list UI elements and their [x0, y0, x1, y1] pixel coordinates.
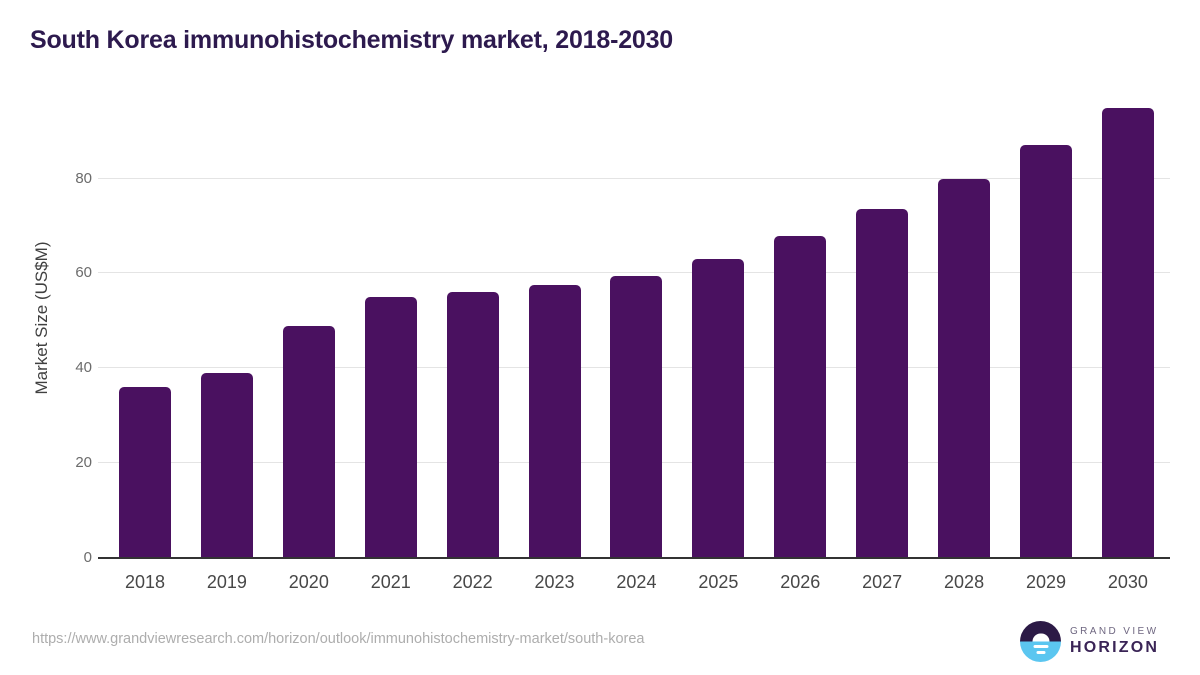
- x-tick-label: 2020: [288, 572, 329, 592]
- x-tick-label: 2029: [1025, 572, 1066, 592]
- x-tick-label: 2026: [780, 572, 821, 592]
- logo-text: GRAND VIEW HORIZON: [1070, 626, 1159, 657]
- x-tick-label: 2028: [944, 572, 985, 592]
- x-tick-label: 2019: [206, 572, 247, 592]
- x-axis-labels: 2018 2019 2020 2021 2022 2023 2024 2025 2026 2027…: [98, 572, 1170, 593]
- horizon-sunset-icon: [1020, 621, 1061, 662]
- y-tick-label: 20: [75, 454, 92, 472]
- bar-2018[interactable]: [119, 387, 171, 558]
- x-tick-label: 2022: [452, 572, 493, 592]
- gridline: [98, 177, 1170, 179]
- y-tick-label: 0: [83, 549, 92, 566]
- bar-2020[interactable]: [282, 325, 335, 558]
- x-tick-label: 2018: [124, 572, 166, 592]
- logo-horizon-text: HORIZON: [1070, 639, 1160, 656]
- y-axis-ticks: 0 20 40 60 80: [0, 98, 92, 566]
- y-tick-label: 80: [75, 169, 92, 187]
- reflection-stripe-icon: [1036, 651, 1045, 654]
- bar-2024[interactable]: [610, 275, 663, 558]
- source-url: https://www.grandviewresearch.com/horizo…: [32, 631, 645, 647]
- logo-grand-view-text: GRAND VIEW: [1070, 626, 1159, 637]
- bar-2028[interactable]: [938, 178, 991, 558]
- reflection-stripe-icon: [1033, 645, 1048, 648]
- bar-2026[interactable]: [774, 235, 827, 558]
- bar-2021[interactable]: [364, 297, 417, 558]
- bar-2022[interactable]: [446, 292, 499, 558]
- bar-2023[interactable]: [528, 285, 581, 558]
- x-tick-label: 2023: [534, 572, 575, 592]
- x-tick-label: 2030: [1107, 572, 1148, 592]
- bar-2025[interactable]: [692, 259, 745, 558]
- y-tick-label: 60: [75, 264, 92, 282]
- plot-area: [98, 98, 1170, 559]
- x-axis-line: [98, 557, 1170, 559]
- x-tick-label: 2027: [862, 572, 903, 592]
- sun-icon: [1032, 633, 1049, 642]
- grandview-horizon-logo: GRAND VIEW HORIZON: [1020, 621, 1159, 662]
- x-tick-label: 2021: [370, 572, 411, 592]
- bar-2019[interactable]: [200, 373, 253, 558]
- bar-2027[interactable]: [856, 209, 909, 558]
- bar-2030[interactable]: [1101, 107, 1154, 558]
- gridline: [98, 272, 1170, 274]
- bar-2029[interactable]: [1019, 145, 1072, 558]
- x-tick-label: 2024: [616, 572, 657, 592]
- bars: [98, 98, 1170, 558]
- y-tick-label: 40: [75, 359, 92, 377]
- x-tick-label: 2025: [698, 572, 739, 592]
- chart-title: South Korea immunohistochemistry market,…: [30, 26, 674, 54]
